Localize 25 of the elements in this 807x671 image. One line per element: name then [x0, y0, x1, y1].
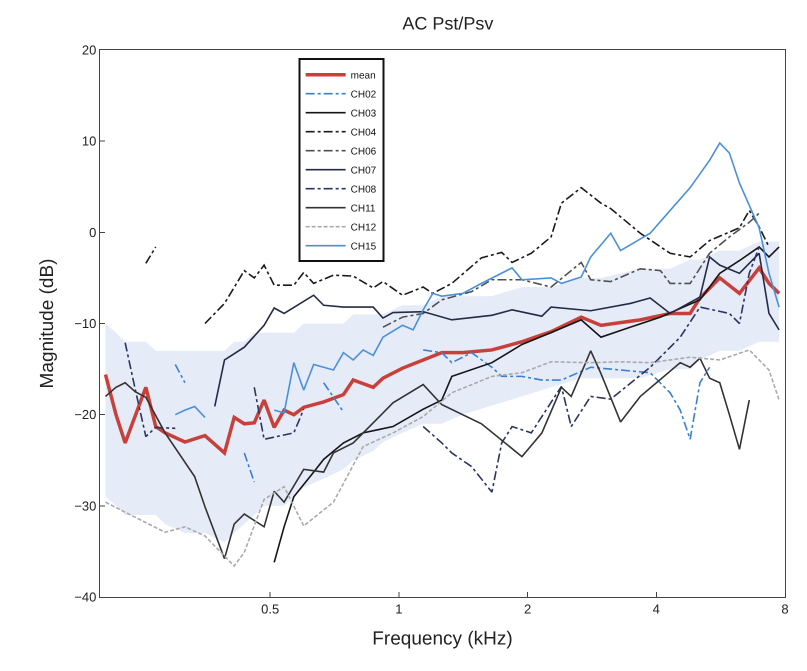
- y-tick-label: −20: [74, 407, 96, 422]
- y-tick-label: 20: [82, 42, 96, 58]
- y-tick-label: 0: [89, 224, 96, 240]
- x-tick-label: 4: [652, 602, 660, 617]
- legend-label: CH11: [350, 204, 376, 215]
- legend-label: CH03: [350, 108, 377, 120]
- legend-label: CH06: [350, 146, 377, 158]
- x-tick-label: 1: [395, 602, 402, 617]
- x-tick-label: 0.5: [261, 602, 280, 617]
- y-tick-label: −40: [74, 590, 96, 605]
- x-axis-title: Frequency (kHz): [372, 628, 513, 650]
- legend-label: CH02: [350, 90, 377, 101]
- y-axis-title: Magnitude (dB): [37, 258, 58, 388]
- legend-label: CH15: [350, 242, 377, 253]
- legend-label: CH08: [350, 184, 377, 196]
- y-tick-label: 10: [82, 134, 96, 149]
- y-tick-label: −10: [74, 316, 96, 332]
- legend-label: CH04: [350, 128, 377, 139]
- legend-label: mean: [350, 70, 376, 82]
- x-tick-label: 8: [781, 602, 789, 617]
- legend-label: CH12: [350, 222, 377, 234]
- chart-title: AC Pst/Psv: [402, 13, 494, 34]
- x-tick-label: 2: [524, 602, 532, 617]
- legend-label: CH07: [350, 166, 377, 177]
- y-tick-label: −30: [74, 498, 96, 514]
